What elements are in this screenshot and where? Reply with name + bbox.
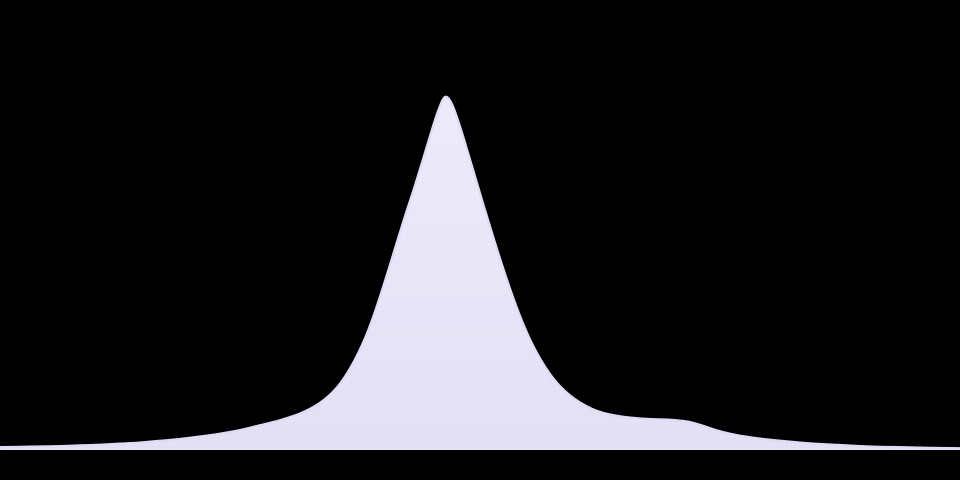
density-area-texture [0,96,960,450]
density-curve-line [0,95,960,450]
density-area-group [0,96,960,450]
